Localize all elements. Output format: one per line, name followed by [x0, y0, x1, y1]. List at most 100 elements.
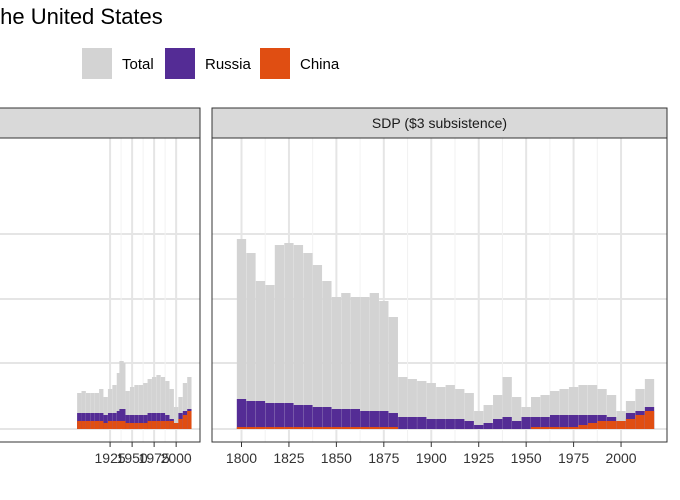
bar-china [312, 427, 323, 429]
bar-total [143, 383, 148, 429]
bar-russia [502, 417, 512, 429]
bar-total [635, 389, 645, 429]
bar-china [121, 421, 126, 429]
bar-russia [350, 409, 361, 429]
bar-total [187, 377, 192, 429]
bar-total [474, 411, 484, 429]
bar-total [134, 385, 139, 429]
bar-russia [274, 403, 285, 429]
bar-russia [255, 401, 266, 429]
bar-russia [303, 405, 313, 429]
bar-total [125, 391, 130, 429]
bar-total [341, 293, 351, 429]
bar-total [464, 393, 474, 429]
series-total [236, 239, 655, 429]
bar-total [369, 293, 379, 429]
bar-china [151, 421, 157, 429]
bar-china [379, 427, 389, 429]
bar-total [103, 397, 108, 429]
panel-strip [0, 107, 201, 139]
bar-china [341, 427, 351, 429]
bar-russia [464, 421, 474, 429]
x-tick-label: 1850 [321, 450, 352, 466]
bar-total [502, 377, 512, 429]
bar-total [616, 411, 626, 429]
bar-total [255, 281, 266, 429]
legend-swatch-china [260, 48, 290, 79]
bar-total [483, 405, 493, 429]
bar-china [540, 427, 550, 429]
bar-china [160, 421, 166, 429]
bar-russia [121, 409, 126, 429]
bar-total [350, 297, 361, 429]
bar-total [293, 245, 304, 429]
bar-china [350, 427, 361, 429]
bar-china [134, 423, 139, 429]
bar-china [138, 423, 144, 429]
bar-china [169, 421, 174, 429]
bar-russia [379, 411, 389, 429]
bar-total [156, 375, 161, 429]
bar-china [284, 427, 294, 429]
bar-russia [129, 415, 135, 429]
bar-china [265, 427, 275, 429]
x-tick-label: 1925 [95, 450, 126, 466]
bar-russia [493, 419, 503, 429]
bar-china [644, 411, 655, 429]
bar-total [512, 397, 522, 429]
bar-total [303, 253, 313, 429]
bar-russia [549, 415, 560, 429]
bar-total [77, 393, 82, 429]
bar-total [493, 395, 503, 429]
bar-total [116, 373, 122, 429]
bar-total [331, 297, 342, 429]
bar-total [417, 381, 427, 429]
bar-russia [369, 411, 379, 429]
bar-china [125, 423, 130, 429]
bar-china [568, 427, 579, 429]
bar-russia [587, 415, 598, 429]
bar-russia [236, 399, 247, 429]
series-china [236, 411, 655, 429]
bar-russia [138, 415, 144, 429]
x-tick-label: 1875 [368, 450, 399, 466]
bar-china [331, 427, 342, 429]
x-tick-label: 1800 [226, 450, 257, 466]
bar-china [77, 421, 82, 429]
legend-label-total: Total [122, 56, 154, 73]
panel-strip [211, 107, 668, 139]
bar-russia [246, 401, 256, 429]
bar-russia [540, 417, 550, 429]
bar-total [81, 391, 86, 429]
bar-russia [341, 409, 351, 429]
bar-russia [322, 407, 332, 429]
bar-russia [312, 407, 323, 429]
bar-total [169, 389, 174, 429]
bar-total [265, 285, 275, 429]
bar-china [625, 419, 636, 429]
bar-total [138, 385, 144, 429]
bar-total [398, 377, 408, 429]
bar-total [99, 389, 104, 429]
legend-label-russia: Russia [205, 56, 251, 73]
x-tick-label: 1975 [558, 450, 589, 466]
bar-china [147, 421, 152, 429]
x-tick-label: 2000 [605, 450, 636, 466]
bar-russia [265, 403, 275, 429]
bar-total [568, 387, 579, 429]
bar-total [530, 397, 541, 429]
bar-total [587, 385, 598, 429]
bar-china [112, 421, 117, 429]
bar-russia [512, 421, 522, 429]
series-china [77, 411, 192, 429]
bar-russia [455, 419, 465, 429]
bar-russia [134, 415, 139, 429]
bar-russia [103, 415, 108, 429]
bar-total [559, 389, 569, 429]
bar-total [85, 393, 91, 429]
bar-china [99, 421, 104, 429]
bar-total [597, 389, 607, 429]
chart-title: the United States [0, 4, 163, 29]
bar-china [530, 427, 541, 429]
bar-russia [426, 419, 436, 429]
